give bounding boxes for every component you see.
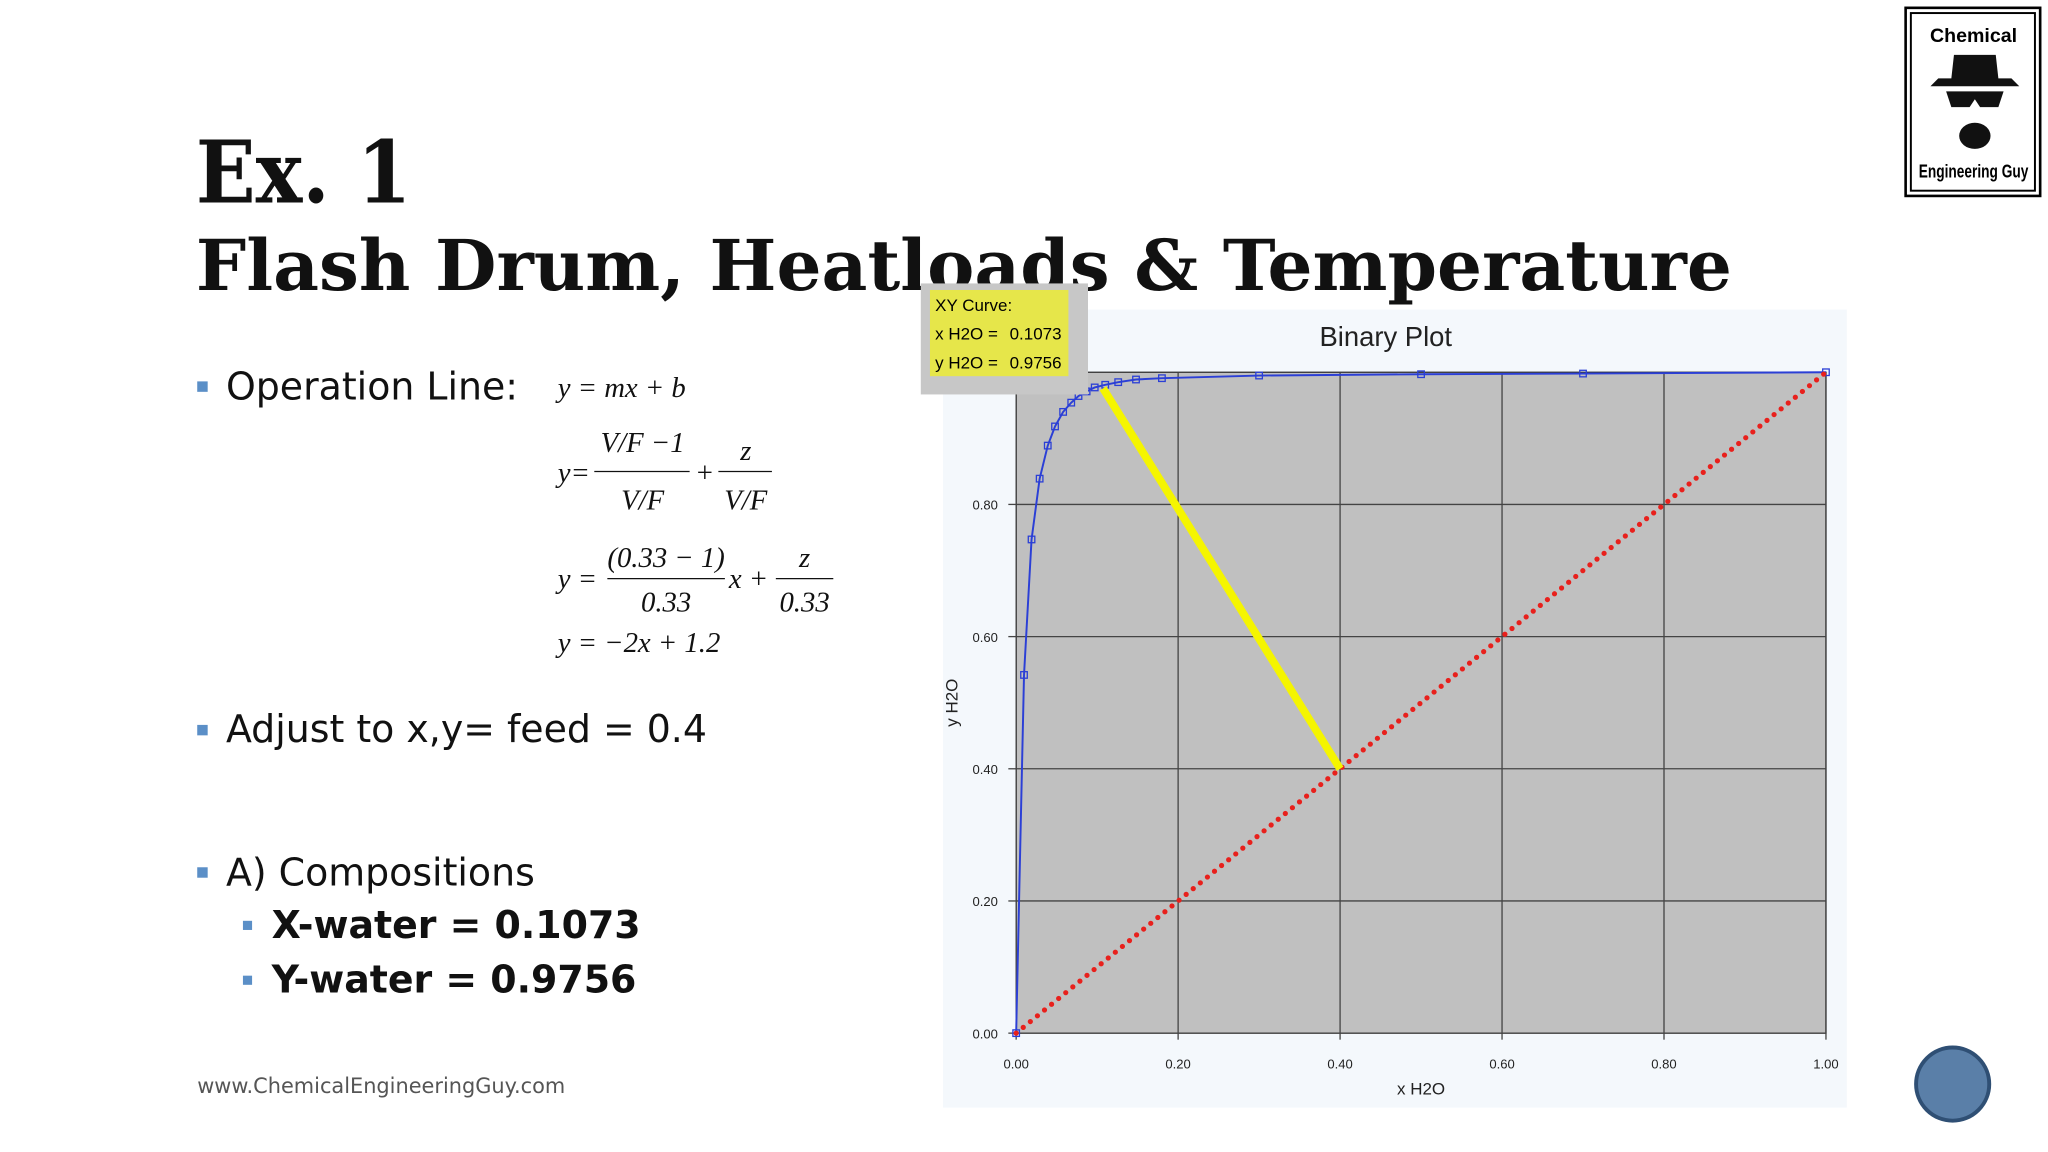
x-tick-label: 0.80 — [1651, 1056, 1676, 1071]
y-tick-label: 0.40 — [972, 762, 997, 777]
point-marker — [1579, 369, 1587, 378]
equation-numerator: V/F −1 — [601, 427, 685, 459]
equation-numerator: (0.33 − 1) — [607, 542, 724, 574]
point-marker — [1114, 378, 1123, 387]
point-marker — [1059, 407, 1068, 416]
x-tick-label: 0.40 — [1327, 1056, 1352, 1071]
point-marker — [1132, 375, 1140, 384]
equation-denominator: 0.33 — [779, 586, 829, 618]
y-tick-label: 0.60 — [972, 630, 997, 645]
sub-bullet-text: X-water = 0.1073 — [272, 903, 641, 947]
bullet-text: Adjust to x,y= feed = 0.4 — [226, 707, 707, 751]
equation-lhs: y= — [555, 457, 590, 489]
bullet-marker — [197, 724, 208, 736]
x-tick-label: 0.20 — [1165, 1056, 1190, 1071]
tooltip-title: XY Curve: — [935, 296, 1012, 315]
equation-denominator: 0.33 — [641, 586, 691, 618]
bullet-text: A) Compositions — [226, 851, 535, 895]
nav-button[interactable] — [1914, 1045, 1992, 1123]
equation-numerator: z — [798, 542, 810, 574]
footer-url: www.ChemicalEngineeringGuy.com — [197, 1074, 565, 1098]
x-axis-label: x H2O — [1397, 1080, 1445, 1099]
point-marker — [1090, 383, 1099, 392]
y-tick-label: 0.80 — [972, 498, 997, 513]
point-marker — [1035, 474, 1044, 483]
logo-hat — [1930, 54, 2020, 87]
equation-operator: x + — [728, 563, 768, 595]
series-line — [1099, 386, 1344, 771]
equation-denominator: V/F — [724, 484, 768, 516]
tooltip: XY Curve: x H2O = 0.1073 y H2O = 0.9756 — [920, 283, 1088, 395]
logo-beard — [1959, 122, 1991, 149]
tooltip-highlight — [929, 289, 1069, 377]
point-marker — [1417, 370, 1425, 379]
sub-bullet-text: Y-water = 0.9756 — [271, 958, 637, 1002]
chart-title: Binary Plot — [1320, 321, 1453, 352]
chart: Binary Plot 0.00 0.20 0.40 0.60 0.80 1.00 0.00 0… — [942, 321, 1838, 1098]
logo-bottom: Engineering Guy — [1919, 161, 2029, 182]
logo-glasses — [1946, 91, 2004, 108]
tooltip-label: x H2O = — [935, 325, 998, 344]
slide-title: Ex. 1 — [196, 122, 412, 223]
equation: y = −2x + 1.2 — [555, 627, 721, 659]
bullet-text: Operation Line: — [226, 365, 518, 409]
point-marker — [1012, 1029, 1021, 1038]
point-marker — [1067, 398, 1076, 407]
point-marker — [1043, 441, 1052, 450]
y-tick-label: 0.20 — [972, 894, 997, 909]
equation-operator: + — [695, 457, 714, 489]
point-marker — [1027, 535, 1036, 544]
sub-bullet-marker — [242, 975, 253, 985]
x-tick-label: 0.60 — [1489, 1056, 1514, 1071]
series-line — [1013, 369, 1829, 1036]
x-tick-label: 1.00 — [1813, 1056, 1838, 1071]
bullet-marker — [197, 867, 208, 878]
point-marker — [1051, 422, 1059, 431]
equation-numerator: z — [739, 435, 751, 467]
y-tick-label: 0.00 — [972, 1026, 997, 1041]
bullet-marker — [197, 381, 208, 392]
logo-frame-inner — [1909, 12, 2036, 192]
logo-top: Chemical — [1930, 25, 2017, 47]
point-marker — [1020, 671, 1028, 679]
x-tick-label: 0.00 — [1003, 1056, 1028, 1071]
y-axis-label: y H2O — [942, 679, 961, 727]
tooltip-value: 0.1073 — [1010, 325, 1062, 344]
tooltip-value: 0.9756 — [1010, 353, 1062, 372]
point-marker — [1158, 374, 1166, 383]
point-marker — [1255, 371, 1264, 380]
equation-denominator: V/F — [621, 484, 665, 516]
equation-lhs: y = — [555, 563, 597, 595]
tooltip-label: y H2O = — [935, 353, 998, 372]
sub-bullet-marker — [242, 920, 253, 930]
equation: y = mx + b — [555, 372, 686, 404]
